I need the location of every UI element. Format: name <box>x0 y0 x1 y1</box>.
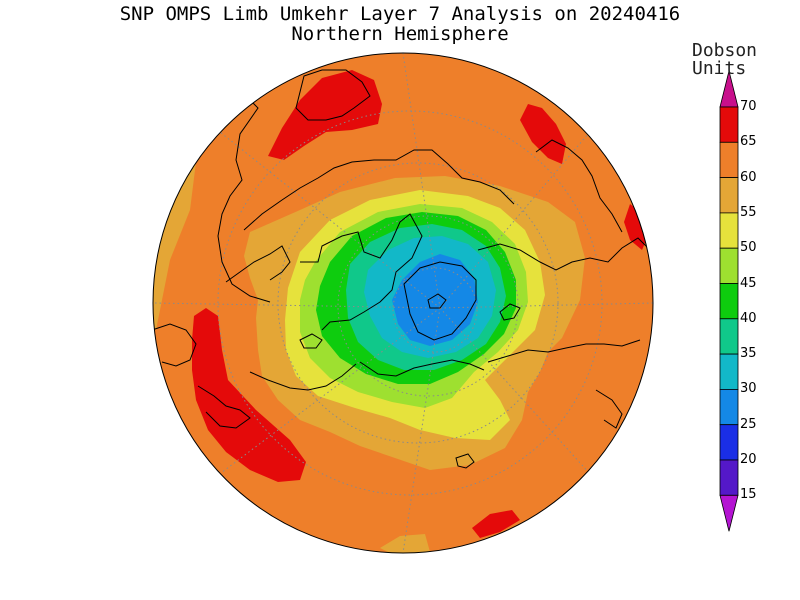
colorbar-segment <box>719 141 739 179</box>
colorbar-tick-label: 45 <box>740 275 757 291</box>
colorbar-tick-label: 50 <box>740 240 757 256</box>
colorbar-segment <box>719 106 739 143</box>
meridian-7 <box>153 302 441 309</box>
coast-mediterranean <box>197 385 251 429</box>
colorbar-tick-label: 65 <box>740 134 757 150</box>
colorbar-tick-label: 30 <box>740 381 757 397</box>
latitude-circle-50 <box>217 110 603 496</box>
coast-asia-east <box>535 139 623 233</box>
coast-alaska <box>295 69 371 121</box>
coast-siberia <box>477 237 653 271</box>
colorbar-segment <box>719 388 739 426</box>
coast-svalbard <box>427 293 447 309</box>
graticule <box>153 53 653 553</box>
coast-asia-south <box>595 389 623 429</box>
coast-north-america <box>243 149 515 231</box>
field-65-70-south <box>472 510 520 538</box>
colorbar-tick-label: 15 <box>740 487 757 503</box>
colorbar-segment <box>719 459 739 496</box>
field-55-60-south <box>380 534 430 553</box>
meridian-4 <box>439 307 601 486</box>
latitude-circle-60 <box>277 162 559 444</box>
colorbar-segment <box>719 318 739 355</box>
coast-west-america <box>217 95 271 303</box>
meridian-2 <box>439 119 601 309</box>
colorbar-tick-label: 35 <box>740 346 757 362</box>
colorbar-tick-label: 40 <box>740 310 757 326</box>
field-65-70-northeast <box>520 104 566 164</box>
units-label-line1: Dobson <box>692 40 758 61</box>
units-label-line2: Units <box>692 58 747 79</box>
colorbar-segment <box>719 424 739 461</box>
ozone-field <box>153 53 653 553</box>
field-65-70-west <box>192 308 306 482</box>
colorbar-segment <box>719 247 739 284</box>
map-subtitle: Northern Hemisphere <box>291 23 509 45</box>
latitude-circle-70 <box>337 215 519 397</box>
colorbar-bottom-arrow <box>719 494 739 532</box>
coastlines <box>153 69 653 469</box>
coast-caspian <box>455 453 475 469</box>
colorbar-tick-label: 70 <box>740 99 757 114</box>
colorbar-segment <box>719 283 739 320</box>
colorbar-tick-label: 25 <box>740 416 757 432</box>
latitude-circle-80 <box>392 267 478 353</box>
field-65-70-east <box>624 204 648 250</box>
coast-iceland <box>299 333 323 349</box>
coast-scandinavia <box>359 359 485 377</box>
coast-arctic-canada <box>300 213 423 331</box>
field-55-60-west-edge <box>153 162 196 330</box>
coast-greenland <box>403 261 477 341</box>
colorbar-segment <box>719 212 739 249</box>
coast-hudson-bay <box>225 245 291 283</box>
colorbar <box>719 70 739 532</box>
meridian-8 <box>204 119 441 309</box>
field-65-70-north <box>268 70 382 160</box>
meridian-5 <box>402 307 441 553</box>
colorbar-segment <box>719 177 739 214</box>
coast-west-africa <box>153 323 197 367</box>
colorbar-tick-label: 55 <box>740 204 757 220</box>
coast-novaya-zemlya <box>499 303 521 321</box>
colorbar-segment <box>719 353 739 390</box>
colorbar-tick-label: 60 <box>740 169 757 185</box>
map-title: SNP OMPS Limb Umkehr Layer 7 Analysis on… <box>119 3 681 25</box>
coast-russia-arctic <box>487 339 641 363</box>
coast-europe <box>249 363 357 391</box>
map-border <box>152 52 654 554</box>
colorbar-tick-label: 20 <box>740 452 757 467</box>
